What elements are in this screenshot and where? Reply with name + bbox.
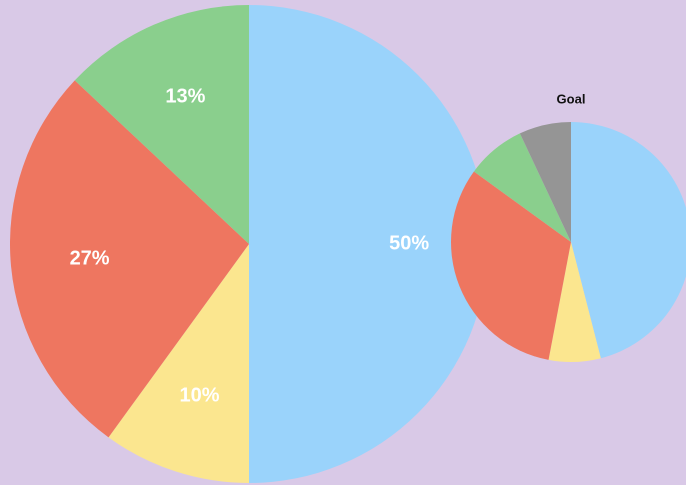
pie-slice (451, 171, 571, 360)
pie-slice (473, 133, 571, 242)
pie-slice (548, 242, 601, 363)
data-label: 10% (180, 385, 220, 407)
data-label: 27% (70, 247, 110, 269)
pie-slice (519, 122, 571, 242)
chart-title: Goal (557, 91, 586, 106)
data-label: 13% (165, 85, 205, 107)
pie-slice (74, 5, 250, 244)
pie-slice (108, 244, 250, 483)
pie-slice (571, 122, 686, 359)
pie-slice (249, 5, 488, 483)
pie-slice (9, 80, 250, 438)
data-label: 50% (389, 232, 429, 254)
